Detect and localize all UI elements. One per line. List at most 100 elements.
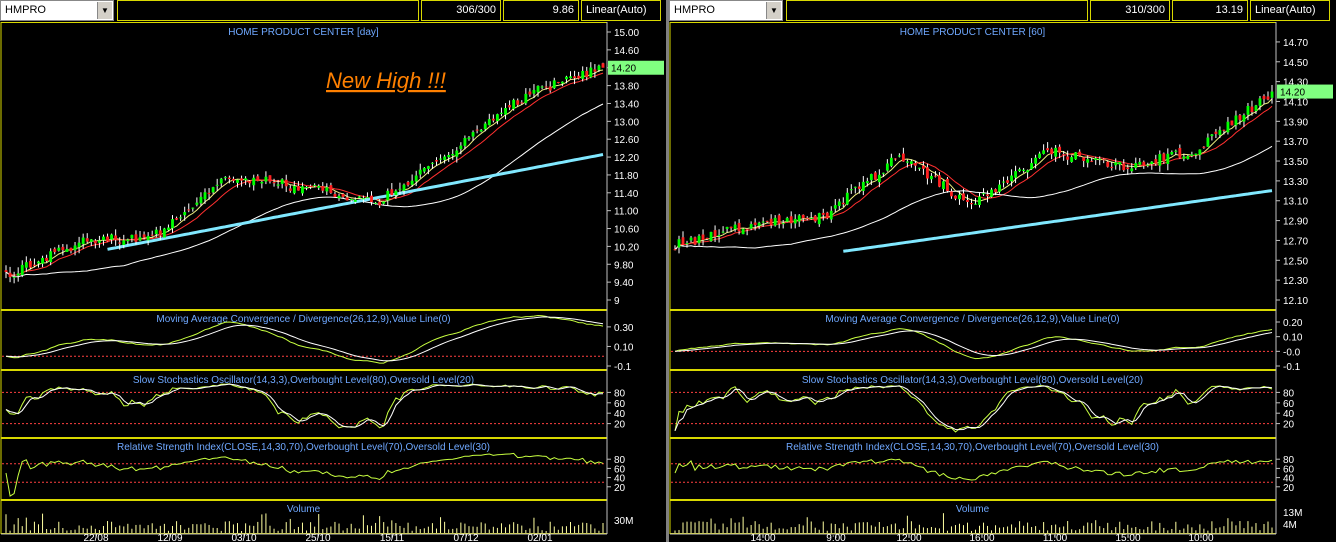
candle-body [729,226,733,229]
volume-pane-title: Volume [956,504,990,515]
candle-body [1118,162,1122,165]
candle-body [954,195,957,199]
scale-mode-button[interactable]: Linear(Auto) [581,0,661,21]
candle-body [833,205,837,209]
candle-body [765,220,769,222]
candle-body [41,257,44,264]
x-tick-label: 10:00 [1188,533,1213,542]
candle-body [721,231,725,233]
candle-body [897,155,901,157]
price-tick-label: 12.50 [1283,256,1308,267]
candle-body [292,185,296,194]
candle-body [1210,134,1214,137]
symbol-select[interactable]: HMPRO ▼ [669,0,783,21]
info-field [786,0,1088,21]
candle-body [1022,169,1025,172]
candle-body [150,234,154,236]
price-tick-label: 12.10 [1283,296,1308,307]
candle-body [1098,158,1102,160]
candle-body [475,129,479,131]
candle-body [889,157,893,167]
candle-body [1242,115,1246,122]
price-pane-frame [0,22,608,310]
last-price-label: 14.20 [1280,88,1305,99]
candle-body [556,82,560,84]
candle-body [942,181,945,190]
candle-body [439,158,442,160]
candle-body [741,228,745,235]
volume-tick-label: 13M [1283,508,1302,519]
stoch-signal-line [5,383,604,428]
candle-body [986,194,989,197]
macd-signal-line [674,330,1273,357]
stoch-tick-label: 60 [614,399,626,410]
candle-body [773,217,777,226]
candle-body [426,166,430,169]
scale-mode-button[interactable]: Linear(Auto) [1250,0,1330,21]
candle-body [317,185,321,188]
candle-body [528,91,532,95]
candle-body [361,198,365,200]
candle-body [821,212,825,215]
candle-body [950,191,953,197]
candle-body [1126,167,1130,170]
candle-body [1062,154,1066,156]
candle-body [337,195,341,199]
candle-body [841,202,845,205]
candle-body [1058,146,1062,153]
panel-divider[interactable] [666,0,669,542]
candle-body [1130,168,1134,172]
macd-tick-label: -0.0 [1283,347,1301,358]
symbol-value: HMPRO [674,4,715,16]
candle-body [597,65,601,71]
candle-body [974,203,977,205]
candle-body [471,132,475,137]
stoch-tick-label: 80 [614,388,626,399]
price-tick-label: 13.70 [1283,137,1308,148]
candle-body [284,179,288,187]
candle-body [1154,159,1158,164]
candle-body [1002,181,1005,183]
chevron-down-icon[interactable]: ▼ [766,2,781,19]
rsi-tick-label: 40 [1283,474,1295,485]
stoch-tick-label: 20 [1283,420,1295,431]
macd-tick-label: -0.1 [614,362,632,373]
price-tick-label: 11.40 [614,189,639,200]
candle-body [825,212,829,219]
candle-body [914,163,917,166]
candle-body [309,185,313,187]
candle-body [28,260,32,268]
price-pane-title: HOME PRODUCT CENTER [60] [900,27,1046,38]
candle-body [885,163,889,171]
candle-body [45,257,49,262]
candle-body [757,222,761,226]
candle-body [845,192,849,205]
candle-body [232,178,235,181]
price-tick-label: 13.80 [614,82,639,93]
candle-body [1174,150,1178,152]
candle-body [240,178,243,181]
candle-body [697,235,701,244]
chevron-down-icon[interactable]: ▼ [97,2,112,19]
x-tick-label: 12:00 [896,533,921,542]
candle-body [272,182,276,184]
candle-body [520,102,524,104]
symbol-select[interactable]: HMPRO ▼ [0,0,114,21]
price-tick-label: 13.30 [1283,177,1308,188]
candle-body [1262,95,1266,100]
last-price-tag [608,60,664,75]
candle-body [1230,120,1234,126]
candle-body [1258,98,1262,106]
bar-counter: 306/300 [421,0,501,21]
candle-body [325,187,329,192]
price-tick-label: 13.40 [614,99,639,110]
ma-fast-line [674,98,1273,251]
candle-body [809,217,813,219]
candle-body [61,246,65,251]
price-tick-label: 15.00 [614,28,639,39]
candle-body [1018,169,1021,172]
candle-body [390,189,394,196]
candle-body [725,226,729,229]
candle-body [1134,163,1138,168]
macd-tick-label: 0.10 [1283,333,1303,344]
